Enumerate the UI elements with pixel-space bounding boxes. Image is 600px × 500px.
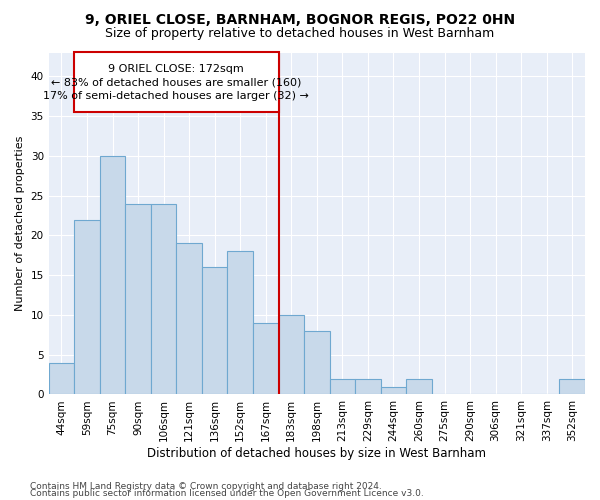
Bar <box>406 378 432 394</box>
Bar <box>151 204 176 394</box>
Bar <box>559 378 585 394</box>
Text: Contains HM Land Registry data © Crown copyright and database right 2024.: Contains HM Land Registry data © Crown c… <box>30 482 382 491</box>
Text: 9, ORIEL CLOSE, BARNHAM, BOGNOR REGIS, PO22 0HN: 9, ORIEL CLOSE, BARNHAM, BOGNOR REGIS, P… <box>85 12 515 26</box>
Bar <box>227 252 253 394</box>
Bar <box>380 386 406 394</box>
Bar <box>49 362 74 394</box>
Bar <box>125 204 151 394</box>
Text: Contains public sector information licensed under the Open Government Licence v3: Contains public sector information licen… <box>30 490 424 498</box>
Bar <box>329 378 355 394</box>
Bar <box>202 267 227 394</box>
Bar <box>100 156 125 394</box>
Bar <box>253 323 278 394</box>
Text: 9 ORIEL CLOSE: 172sqm
← 83% of detached houses are smaller (160)
17% of semi-det: 9 ORIEL CLOSE: 172sqm ← 83% of detached … <box>43 64 310 100</box>
Bar <box>278 315 304 394</box>
Bar <box>355 378 380 394</box>
Text: Size of property relative to detached houses in West Barnham: Size of property relative to detached ho… <box>106 28 494 40</box>
Bar <box>74 220 100 394</box>
Bar <box>176 244 202 394</box>
Bar <box>74 52 278 112</box>
X-axis label: Distribution of detached houses by size in West Barnham: Distribution of detached houses by size … <box>148 447 487 460</box>
Y-axis label: Number of detached properties: Number of detached properties <box>15 136 25 311</box>
Bar <box>304 331 329 394</box>
